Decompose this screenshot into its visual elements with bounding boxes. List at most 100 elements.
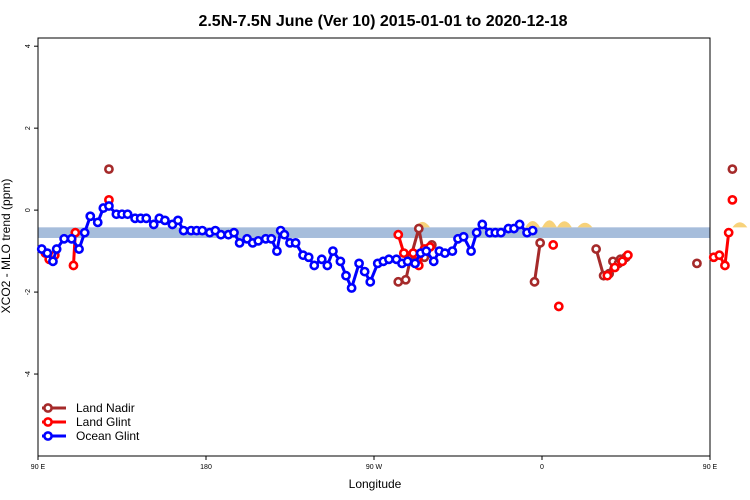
data-point-ocean-glint [316, 254, 327, 265]
data-point-land-nadir [393, 276, 404, 287]
data-point-ocean-glint [359, 266, 370, 277]
x-tick-label: 0 [540, 464, 544, 471]
data-point-ocean-glint [66, 233, 77, 244]
legend-entry-land-nadir: Land Nadir [42, 401, 135, 415]
y-tick-label: 4 [25, 44, 32, 48]
data-point-ocean-glint [197, 225, 208, 236]
data-point-ocean-glint [290, 238, 301, 248]
legend-entry-land-glint: Land Glint [42, 415, 131, 429]
data-point-ocean-glint [335, 256, 346, 267]
x-axis-label: Longitude [349, 477, 402, 491]
legend-label-land-glint: Land Glint [76, 415, 131, 429]
data-point-land-glint [609, 262, 620, 273]
y-tick-label: -2 [25, 289, 32, 295]
data-point-ocean-glint [104, 201, 114, 211]
series-line-land-nadir [533, 242, 542, 283]
data-point-land-glint [408, 248, 419, 259]
data-point-ocean-glint [514, 219, 525, 230]
data-point-land-glint [727, 194, 738, 205]
data-point-land-glint [617, 256, 628, 267]
data-point-land-glint [714, 250, 725, 261]
x-tick-label: 180 [200, 464, 212, 471]
chart-title: 2.5N-7.5N June (Ver 10) 2015-01-01 to 20… [198, 13, 567, 30]
data-point-ocean-glint [122, 209, 133, 220]
data-point-ocean-glint [141, 213, 152, 224]
series-layer [36, 164, 738, 312]
data-point-ocean-glint [178, 225, 189, 236]
data-point-ocean-glint [74, 244, 84, 254]
data-point-land-glint [720, 260, 730, 271]
data-point-ocean-glint [477, 219, 488, 230]
land-bump [577, 222, 593, 228]
data-point-ocean-glint [471, 227, 482, 238]
reference-band [38, 227, 710, 238]
plot-frame [37, 37, 711, 457]
x-axis: 90 E 180 90 W 0 90 E [31, 456, 718, 471]
land-bump [542, 220, 557, 228]
data-point-ocean-glint [266, 233, 277, 244]
data-point-ocean-glint [466, 246, 476, 256]
data-point-ocean-glint [272, 246, 282, 256]
data-point-ocean-glint [440, 248, 450, 259]
data-point-land-glint [68, 260, 79, 271]
legend-marker-land-nadir [43, 403, 53, 413]
land-bump [525, 221, 541, 228]
data-point-ocean-glint [234, 238, 245, 248]
data-point-land-nadir [727, 164, 738, 175]
data-point-ocean-glint [279, 229, 290, 240]
legend-entry-ocean-glint: Ocean Glint [42, 429, 140, 443]
band-layer [38, 220, 748, 238]
legend-marker-land-glint [43, 417, 53, 427]
data-point-land-glint [723, 227, 734, 238]
data-point-land-nadir [400, 274, 411, 285]
data-point-ocean-glint [229, 227, 239, 238]
data-point-land-nadir [591, 244, 602, 254]
data-point-land-glint [398, 248, 409, 259]
data-point-land-nadir [529, 276, 540, 287]
data-point-ocean-glint [384, 254, 394, 265]
data-point-ocean-glint [447, 246, 458, 256]
data-point-ocean-glint [527, 225, 538, 236]
data-point-land-glint [622, 250, 633, 261]
data-point-land-glint [393, 229, 404, 240]
y-tick-label: 2 [25, 126, 32, 130]
legend-label-ocean-glint: Ocean Glint [76, 429, 140, 443]
data-point-ocean-glint [92, 217, 103, 228]
data-point-ocean-glint [148, 219, 159, 230]
data-point-ocean-glint [253, 235, 264, 246]
data-point-ocean-glint [79, 227, 90, 238]
data-point-land-nadir [104, 164, 114, 175]
data-point-ocean-glint [173, 215, 183, 226]
data-point-ocean-glint [341, 270, 351, 281]
data-point-ocean-glint [303, 252, 314, 263]
y-tick-label: -4 [25, 371, 32, 377]
data-point-ocean-glint [51, 244, 62, 254]
data-point-ocean-glint [402, 256, 413, 267]
data-point-land-glint [548, 240, 559, 250]
data-point-ocean-glint [216, 229, 226, 240]
data-point-ocean-glint [346, 283, 357, 293]
data-point-ocean-glint [328, 246, 338, 256]
data-point-ocean-glint [48, 256, 58, 267]
data-point-ocean-glint [59, 233, 70, 244]
data-point-ocean-glint [365, 276, 376, 287]
x-tick-label: 90 E [31, 464, 46, 471]
series-land-glint [40, 194, 738, 312]
y-axis: 4 2 0 -2 -4 [25, 44, 38, 377]
data-point-ocean-glint [85, 211, 96, 222]
land-bump [732, 222, 748, 228]
legend-label-land-nadir: Land Nadir [76, 401, 135, 415]
legend: Land Nadir Land Glint Ocean Glint [42, 401, 140, 443]
data-point-ocean-glint [309, 260, 320, 271]
data-point-ocean-glint [160, 215, 170, 226]
data-point-ocean-glint [42, 248, 53, 259]
data-point-ocean-glint [354, 258, 364, 269]
y-axis-label: XCO2 - MLO trend (ppm) [0, 179, 13, 314]
legend-marker-ocean-glint [43, 431, 53, 441]
data-point-ocean-glint [410, 258, 420, 269]
data-point-land-glint [602, 270, 613, 281]
data-point-ocean-glint [458, 231, 469, 242]
y-tick-label: 0 [25, 208, 32, 212]
data-point-land-nadir [692, 258, 702, 269]
